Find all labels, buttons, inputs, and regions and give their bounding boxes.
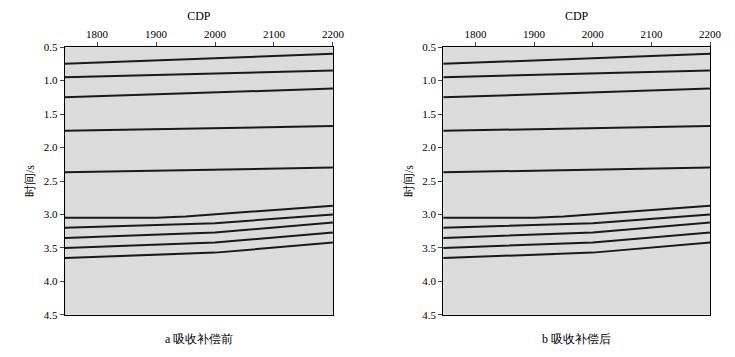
svg-text:4.5: 4.5 xyxy=(44,309,58,321)
svg-text:0.5: 0.5 xyxy=(422,41,436,53)
svg-text:1.0: 1.0 xyxy=(422,74,436,86)
svg-text:2.0: 2.0 xyxy=(422,141,436,153)
svg-text:1800: 1800 xyxy=(464,28,487,40)
svg-text:CDP: CDP xyxy=(565,9,589,23)
svg-text:1900: 1900 xyxy=(523,28,546,40)
svg-text:3.0: 3.0 xyxy=(44,208,58,220)
svg-text:1800: 1800 xyxy=(86,28,109,40)
svg-text:3.5: 3.5 xyxy=(422,242,436,254)
svg-text:b 吸收补偿后: b 吸收补偿后 xyxy=(542,332,611,346)
svg-text:3.5: 3.5 xyxy=(44,242,58,254)
svg-text:a 吸收补偿前: a 吸收补偿前 xyxy=(165,332,233,346)
svg-text:0.5: 0.5 xyxy=(44,41,58,53)
svg-text:1.0: 1.0 xyxy=(44,74,58,86)
svg-text:时间/s: 时间/s xyxy=(23,165,37,197)
svg-text:2200: 2200 xyxy=(699,28,722,40)
svg-text:2.5: 2.5 xyxy=(422,175,436,187)
svg-text:2100: 2100 xyxy=(640,28,663,40)
svg-text:1.5: 1.5 xyxy=(422,108,436,120)
svg-text:4.5: 4.5 xyxy=(422,309,436,321)
svg-text:2000: 2000 xyxy=(582,28,605,40)
svg-text:2000: 2000 xyxy=(204,28,227,40)
svg-text:4.0: 4.0 xyxy=(44,275,58,287)
svg-text:时间/s: 时间/s xyxy=(402,165,416,197)
svg-text:2200: 2200 xyxy=(322,28,345,40)
svg-text:2100: 2100 xyxy=(263,28,286,40)
svg-text:2.0: 2.0 xyxy=(44,141,58,153)
svg-text:1.5: 1.5 xyxy=(44,108,58,120)
svg-text:2.5: 2.5 xyxy=(44,175,58,187)
svg-text:1900: 1900 xyxy=(145,28,168,40)
svg-text:4.0: 4.0 xyxy=(422,275,436,287)
svg-text:CDP: CDP xyxy=(187,9,211,23)
svg-text:3.0: 3.0 xyxy=(422,208,436,220)
